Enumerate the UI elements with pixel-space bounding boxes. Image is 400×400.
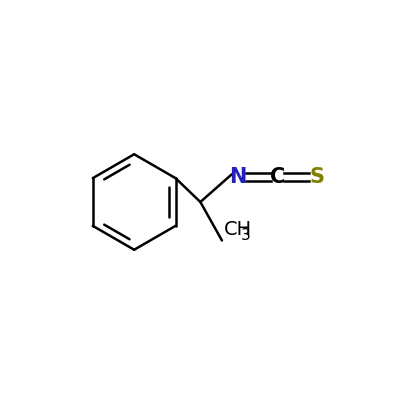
- Text: CH: CH: [224, 220, 252, 239]
- Text: 3: 3: [240, 228, 250, 243]
- Text: S: S: [310, 167, 325, 187]
- Text: C: C: [270, 167, 285, 187]
- Text: N: N: [229, 167, 246, 187]
